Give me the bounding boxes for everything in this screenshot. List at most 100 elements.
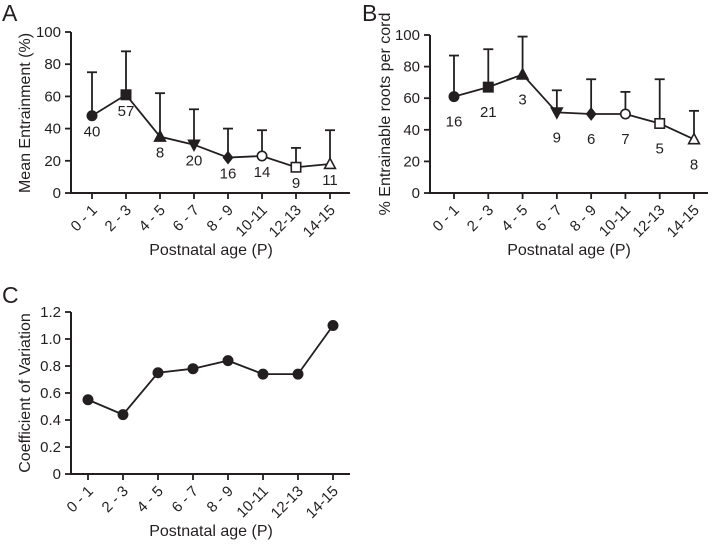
panel-c-y-axis-title: Coefficient of Variation [17,313,34,473]
axis-spines [429,35,708,194]
marker-triangle-up-filled [515,67,530,80]
point-count-label: 16 [446,114,463,131]
point-count-label: 9 [292,175,300,192]
marker-diamond-filled [585,107,597,121]
x-tick-label: 12-13 [266,202,305,241]
marker-circle-filled [327,319,339,331]
marker-circle-filled [86,110,98,122]
y-tick-label: 0.4 [40,412,61,429]
x-tick-label: 2 - 3 [102,202,135,235]
y-tick-label: 80 [44,56,61,73]
y-tick-label: 100 [36,24,61,41]
marker-circle-filled [117,409,129,421]
marker-circle-filled [292,368,304,380]
panel-c-chart: C Coefficient of Variation Postnatal age… [2,282,350,540]
panel-a-chart: A Mean Entrainment (%) Postnatal age (P)… [2,0,350,259]
marker-circle-open [256,150,268,162]
y-tick-label: 60 [403,90,420,107]
marker-circle-filled [187,363,199,375]
panel-a-letter: A [2,0,18,26]
x-tick-label: 6 - 7 [169,483,202,516]
y-tick-label: 60 [44,88,61,105]
marker-square-open [654,117,666,129]
marker-triangle-down-filled [550,107,564,120]
marker-triangle-up-open [687,131,701,145]
x-tick-label: 14-15 [664,202,703,241]
marker-square-filled [120,89,132,101]
point-count-label: 5 [656,140,664,157]
y-tick-label: 0 [53,466,61,483]
y-tick-label: 1.2 [40,304,61,321]
y-tick-label: 0 [53,185,61,202]
marker-circle-filled [152,367,164,379]
point-count-label: 40 [84,124,101,141]
marker-triangle-down-filled [187,139,201,152]
axis-spines [70,312,350,475]
marker-circle-filled [448,91,460,103]
x-tick-label: 10-11 [596,202,634,240]
y-tick-label: 0.8 [40,358,61,375]
point-count-label: 16 [220,166,237,183]
series-line [87,324,334,416]
panel-b-y-axis-title: % Entrainable roots per cord [377,13,394,216]
x-tick-label: 4 - 5 [498,202,531,235]
y-tick-label: 80 [403,59,420,76]
panel-a-y-axis-title: Mean Entrainment (%) [17,33,34,193]
marker-circle-filled [257,368,269,380]
axis-spines [70,32,350,194]
x-tick-label: 12-13 [268,483,307,522]
marker-diamond-filled [222,150,234,165]
x-tick-label: 14-15 [300,202,339,241]
x-tick-label: 2 - 3 [99,483,132,516]
point-count-label: 7 [621,131,629,148]
point-count-label: 8 [156,145,164,162]
x-tick-label: 14-15 [303,483,342,522]
x-tick-label: 0 - 1 [430,202,463,235]
marker-circle-open [619,108,631,120]
x-tick-label: 0 - 1 [64,483,97,516]
y-tick-label: 0.2 [40,439,61,456]
point-count-label: 11 [322,172,338,189]
point-count-label: 9 [553,129,561,146]
point-count-label: 21 [480,104,497,121]
point-count-label: 3 [518,92,526,109]
y-tick-label: 0.6 [40,385,61,402]
marker-triangle-up-filled [153,129,167,142]
marker-circle-filled [82,394,94,406]
marker-triangle-up-open [323,156,337,170]
point-count-label: 20 [186,153,203,170]
panel-c-letter: C [2,282,19,308]
x-tick-label: 12-13 [629,202,668,241]
y-tick-label: 20 [403,153,420,170]
series-line [453,73,695,141]
marker-circle-filled [222,355,234,367]
x-tick-label: 4 - 5 [134,483,167,516]
point-count-label: 8 [690,156,698,173]
panel-a-x-axis-title: Postnatal age (P) [149,242,273,259]
marker-square-filled [482,81,494,93]
series-line [91,93,331,169]
y-tick-label: 0 [412,185,420,202]
y-tick-label: 20 [44,153,61,170]
y-tick-label: 40 [403,122,420,139]
x-tick-label: 8 - 9 [204,202,237,235]
x-tick-label: 0 - 1 [68,202,101,235]
x-tick-label: 8 - 9 [567,202,600,235]
panel-b-letter: B [362,0,378,26]
x-tick-label: 6 - 7 [532,202,565,235]
x-tick-label: 10-11 [233,483,271,521]
point-count-label: 6 [587,131,595,148]
panel-c-x-axis-title: Postnatal age (P) [149,523,273,540]
y-tick-label: 100 [395,27,420,44]
panel-b-x-axis-title: Postnatal age (P) [507,242,631,259]
y-tick-label: 1.0 [40,331,61,348]
x-tick-label: 2 - 3 [464,202,497,235]
x-tick-label: 10-11 [232,202,270,240]
x-tick-label: 4 - 5 [136,202,169,235]
panel-b-chart: B % Entrainable roots per cord Postnatal… [362,0,708,259]
point-count-label: 14 [254,164,271,181]
